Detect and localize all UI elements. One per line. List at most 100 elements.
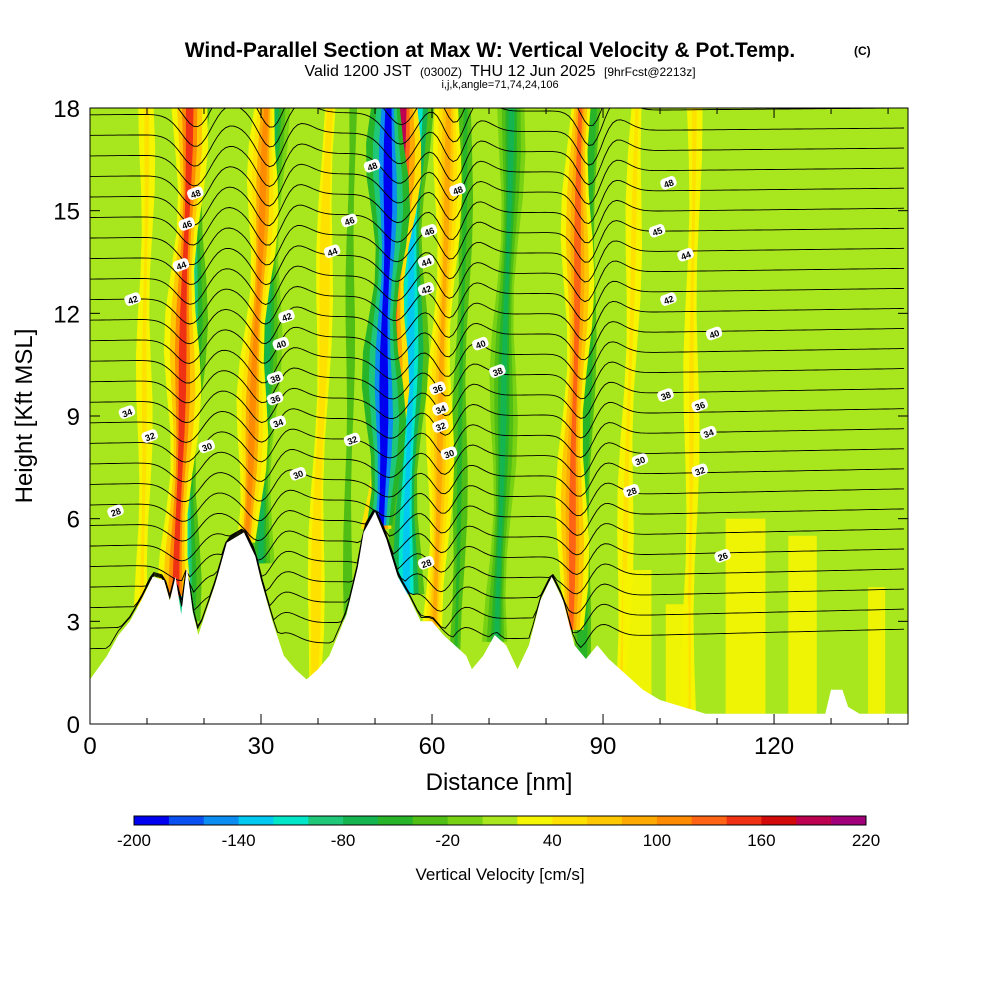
colorbar-swatch — [273, 816, 309, 825]
isentrope-label: 46 — [340, 213, 358, 228]
isentrope-line — [90, 179, 904, 227]
isentrope-label: 38 — [657, 388, 674, 402]
svg-text:32: 32 — [434, 420, 447, 433]
isentrope-line — [90, 381, 905, 424]
weak-updraft-patch — [868, 587, 886, 714]
y-tick-label: 12 — [53, 301, 80, 328]
svg-text:44: 44 — [175, 259, 188, 272]
y-tick-label: 6 — [67, 507, 80, 534]
isentrope-line — [90, 511, 905, 582]
svg-text:44: 44 — [420, 256, 433, 269]
colorbar-tick-label: -20 — [435, 831, 460, 850]
colorbar-swatch — [134, 816, 170, 825]
downdraft-band — [345, 108, 355, 622]
isentrope-label: 48 — [363, 158, 381, 173]
svg-text:44: 44 — [679, 249, 692, 262]
svg-text:45: 45 — [651, 225, 664, 238]
isentrope-line — [90, 280, 905, 325]
section-indices: i,j,k,angle=71,74,24,106 — [441, 79, 558, 91]
colorbar-swatch — [587, 816, 623, 825]
svg-text:36: 36 — [431, 383, 444, 396]
colorbar-tick-label: -200 — [117, 831, 151, 850]
svg-text:42: 42 — [127, 294, 140, 307]
isentrope-label: 30 — [198, 439, 216, 454]
colorbar-swatch — [378, 816, 414, 825]
colorbar-tick-label: 220 — [852, 831, 880, 850]
isentrope-label: 32 — [432, 419, 449, 433]
chart-title: Wind-Parallel Section at Max W: Vertical… — [185, 39, 796, 62]
isentrope-label: 28 — [107, 504, 124, 519]
isentrope-line — [90, 159, 905, 207]
svg-text:34: 34 — [434, 403, 447, 416]
colorbar-tick-label: -80 — [331, 831, 356, 850]
isentrope-line — [90, 240, 905, 286]
isentrope-line — [90, 462, 905, 502]
svg-text:32: 32 — [144, 431, 157, 444]
isentrope-label: 32 — [141, 429, 159, 444]
isentrope-label: 44 — [417, 254, 435, 269]
svg-text:32: 32 — [346, 434, 359, 447]
svg-text:28: 28 — [625, 485, 638, 498]
x-tick-label: 90 — [590, 733, 617, 760]
svg-text:34: 34 — [702, 427, 715, 440]
isentrope-label: 38 — [489, 364, 506, 379]
svg-text:46: 46 — [343, 215, 356, 228]
svg-text:30: 30 — [201, 441, 214, 454]
colorbar-swatch — [168, 816, 205, 825]
updraft-band — [620, 108, 639, 677]
terrain — [90, 511, 908, 724]
valid-prefix: Valid 1200 JST — [304, 63, 412, 80]
svg-text:48: 48 — [451, 184, 464, 197]
isentrope-label: 46 — [178, 217, 196, 231]
colorbar-tick-label: -140 — [222, 831, 256, 850]
svg-text:42: 42 — [420, 283, 433, 296]
isentrope-label: 40 — [705, 326, 723, 341]
svg-text:34: 34 — [121, 407, 134, 420]
isentrope-label: 45 — [648, 223, 666, 238]
svg-text:46: 46 — [181, 218, 194, 231]
isentrope-label: 44 — [323, 244, 341, 259]
isentrope-line — [90, 510, 905, 562]
svg-text:30: 30 — [443, 448, 456, 461]
isentrope-label: 42 — [124, 292, 141, 307]
svg-text:42: 42 — [280, 311, 293, 324]
x-tick-label: 0 — [83, 733, 96, 760]
isentrope-line — [90, 260, 904, 305]
isentrope-label: 40 — [472, 336, 489, 351]
svg-text:38: 38 — [269, 372, 282, 385]
isentrope-label: 30 — [440, 446, 458, 461]
weak-updraft-patch — [665, 604, 689, 707]
isentrope-line — [90, 300, 905, 345]
svg-text:40: 40 — [275, 338, 288, 351]
svg-text:48: 48 — [662, 177, 675, 190]
y-tick-label: 15 — [53, 199, 80, 226]
y-tick-label: 3 — [67, 609, 80, 636]
colorbar-frame — [133, 815, 867, 826]
colorbar-tick-label: 100 — [643, 831, 671, 850]
isentrope-label: 34 — [269, 415, 287, 430]
colorbar-swatch — [691, 816, 728, 825]
isentrope-label: 42 — [417, 282, 435, 296]
potential-temperature-isentropes — [90, 108, 905, 650]
isentrope-label: 42 — [278, 309, 295, 324]
isentrope-label: 34 — [432, 401, 449, 416]
isentrope-line — [90, 220, 904, 266]
isentrope-label: 28 — [417, 555, 435, 570]
isentrope-line — [90, 502, 905, 542]
weak-updraft-patch — [788, 535, 817, 714]
colorbar-swatch — [517, 816, 553, 825]
updraft-band — [432, 108, 451, 629]
svg-text:30: 30 — [292, 468, 305, 481]
colorbar-swatch — [482, 816, 518, 825]
colorbar-swatch — [447, 816, 484, 825]
isentrope-line — [90, 341, 905, 384]
isentrope-label: 46 — [420, 223, 438, 238]
svg-text:36: 36 — [269, 393, 282, 406]
isentrope-line — [90, 199, 905, 246]
isentrope-label: 32 — [691, 463, 709, 478]
svg-text:38: 38 — [491, 366, 504, 379]
svg-text:42: 42 — [662, 294, 675, 307]
isentrope-label: 36 — [429, 381, 446, 396]
